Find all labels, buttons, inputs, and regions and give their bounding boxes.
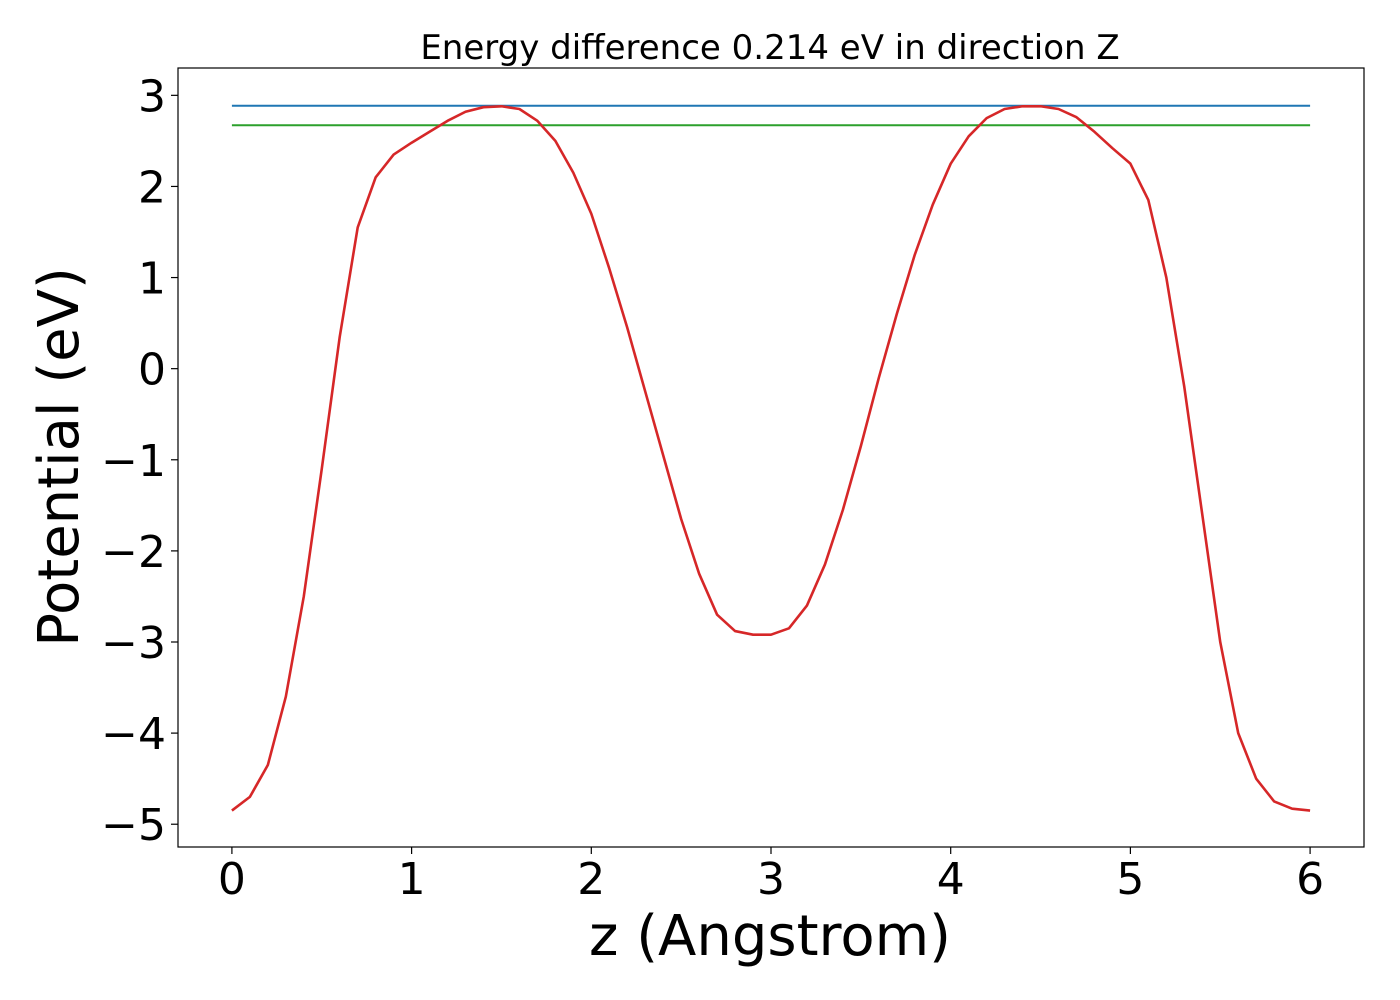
plot-frame (177, 67, 1365, 848)
y-tick-label: 0 (138, 345, 166, 396)
x-tick-label: 6 (1296, 854, 1324, 905)
y-tick-label: −5 (101, 800, 166, 851)
y-tick-label: 2 (138, 162, 166, 213)
y-tick-label: 1 (138, 254, 166, 305)
x-tick-label: 4 (937, 854, 965, 905)
x-tick-label: 1 (398, 854, 426, 905)
series-layer (231, 104, 1311, 812)
y-tick-label: −3 (101, 618, 166, 669)
x-axis-label: z (Angstrom) (589, 904, 951, 969)
x-tick-label: 0 (218, 854, 246, 905)
y-axis-label: Potential (eV) (27, 267, 92, 647)
y-tick-label: −1 (101, 436, 166, 487)
y-tick-label: −4 (101, 709, 166, 760)
x-axis: 0 1 2 3 4 5 6 (218, 847, 1324, 905)
y-axis: 3 2 1 0 −1 −2 −3 −4 −5 (101, 71, 178, 851)
y-tick-label: 3 (138, 71, 166, 122)
x-tick-label: 5 (1116, 854, 1144, 905)
chart-title: Energy difference 0.214 eV in direction … (420, 28, 1119, 68)
series-line-0 (231, 104, 1311, 812)
x-tick-label: 3 (757, 854, 785, 905)
x-tick-label: 2 (577, 854, 605, 905)
y-tick-label: −2 (101, 527, 166, 578)
